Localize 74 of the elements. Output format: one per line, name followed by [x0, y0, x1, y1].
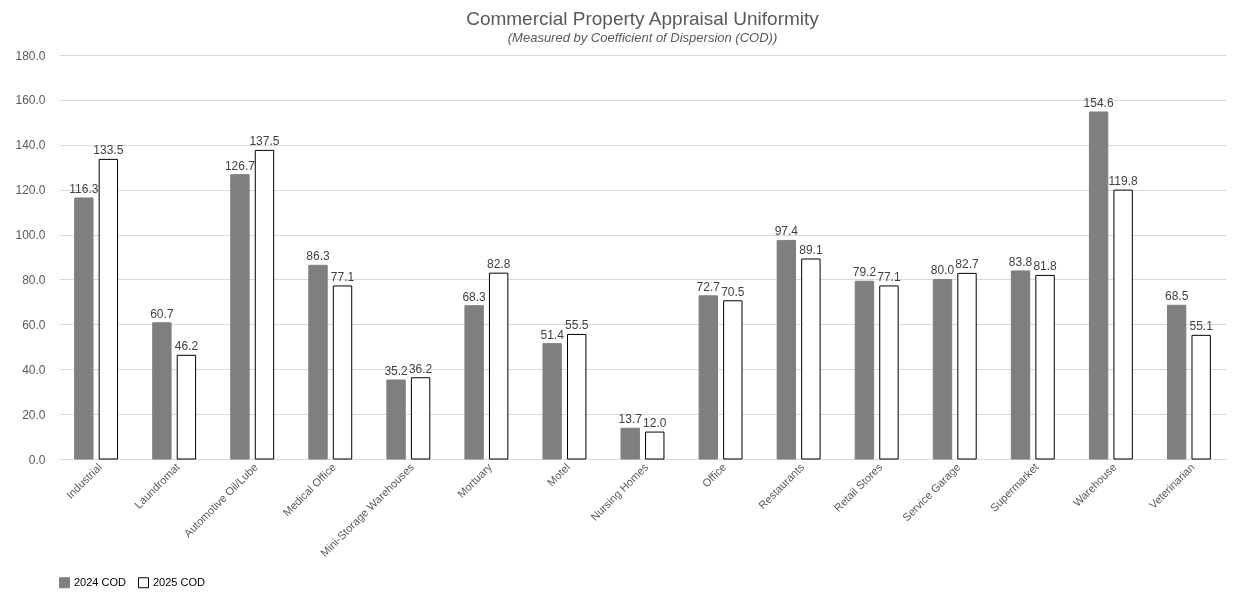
data-label: 89.1 [799, 243, 823, 258]
bar [698, 295, 718, 460]
bar [98, 158, 119, 460]
bar [152, 322, 172, 460]
bar [1088, 111, 1109, 460]
y-tick-label: 120.0 [15, 183, 46, 198]
data-label: 13.7 [618, 412, 643, 427]
legend-label: 2025 COD [153, 575, 206, 588]
bar [410, 377, 431, 460]
bar [542, 343, 562, 460]
data-label: 79.2 [852, 265, 877, 280]
y-tick-label: 100.0 [15, 228, 46, 243]
bar [776, 239, 797, 460]
data-label: 86.3 [306, 249, 330, 264]
bar [254, 149, 275, 460]
data-label: 36.2 [408, 361, 433, 376]
data-label: 68.3 [462, 289, 487, 304]
bar [1010, 270, 1031, 460]
data-label: 70.5 [721, 284, 745, 299]
bar [332, 285, 353, 460]
data-label: 83.8 [1008, 254, 1033, 269]
y-tick-label: 0.0 [28, 452, 46, 467]
bar [620, 427, 640, 460]
data-label: 77.1 [330, 269, 355, 284]
bar [464, 305, 484, 460]
y-tick-label: 180.0 [15, 48, 46, 63]
data-label: 133.5 [93, 143, 124, 158]
y-tick-label: 60.0 [22, 317, 46, 332]
data-label: 81.8 [1033, 259, 1058, 274]
y-tick-label: 140.0 [15, 138, 46, 153]
data-label: 68.5 [1164, 289, 1189, 304]
data-label: 35.2 [384, 364, 409, 378]
data-label: 12.0 [643, 416, 667, 431]
bar [1166, 304, 1187, 460]
chart-title: Commercial Property Appraisal Uniformity [466, 8, 820, 29]
bar [957, 272, 977, 460]
bar [230, 174, 250, 460]
data-label: 116.3 [69, 181, 99, 196]
bar [488, 272, 509, 460]
data-label: 119.8 [1108, 174, 1139, 189]
y-tick-label: 80.0 [22, 272, 46, 287]
data-label: 82.7 [955, 257, 980, 272]
chart-subtitle: (Measured by Coefficient of Dispersion (COD)) [507, 30, 778, 45]
bar [386, 379, 406, 460]
bar [932, 278, 953, 460]
bar [1035, 274, 1055, 460]
bar [879, 285, 899, 460]
data-label: 60.7 [150, 306, 174, 321]
data-label: 72.7 [696, 279, 721, 294]
legend-label: 2024 COD [74, 575, 127, 588]
y-tick-label: 160.0 [15, 93, 46, 108]
data-label: 82.8 [486, 257, 511, 272]
bar [723, 300, 743, 460]
data-label: 80.0 [930, 263, 955, 278]
data-label: 46.2 [174, 339, 199, 354]
bar [567, 333, 587, 460]
data-label: 55.1 [1189, 319, 1214, 334]
bar [308, 264, 328, 460]
bar [801, 258, 821, 460]
data-label: 55.5 [565, 318, 589, 333]
data-label: 137.5 [249, 134, 280, 149]
bar [74, 197, 94, 460]
bar [854, 280, 875, 460]
bar [1113, 189, 1133, 460]
y-tick-label: 40.0 [22, 362, 46, 377]
data-label: 126.7 [224, 158, 256, 173]
bar [1191, 334, 1211, 460]
bar [176, 354, 197, 460]
data-label: 154.6 [1083, 96, 1114, 111]
data-label: 51.4 [540, 327, 565, 342]
data-label: 77.1 [877, 269, 901, 284]
bar [645, 431, 665, 460]
y-tick-label: 20.0 [22, 407, 46, 422]
data-label: 97.4 [774, 224, 799, 239]
